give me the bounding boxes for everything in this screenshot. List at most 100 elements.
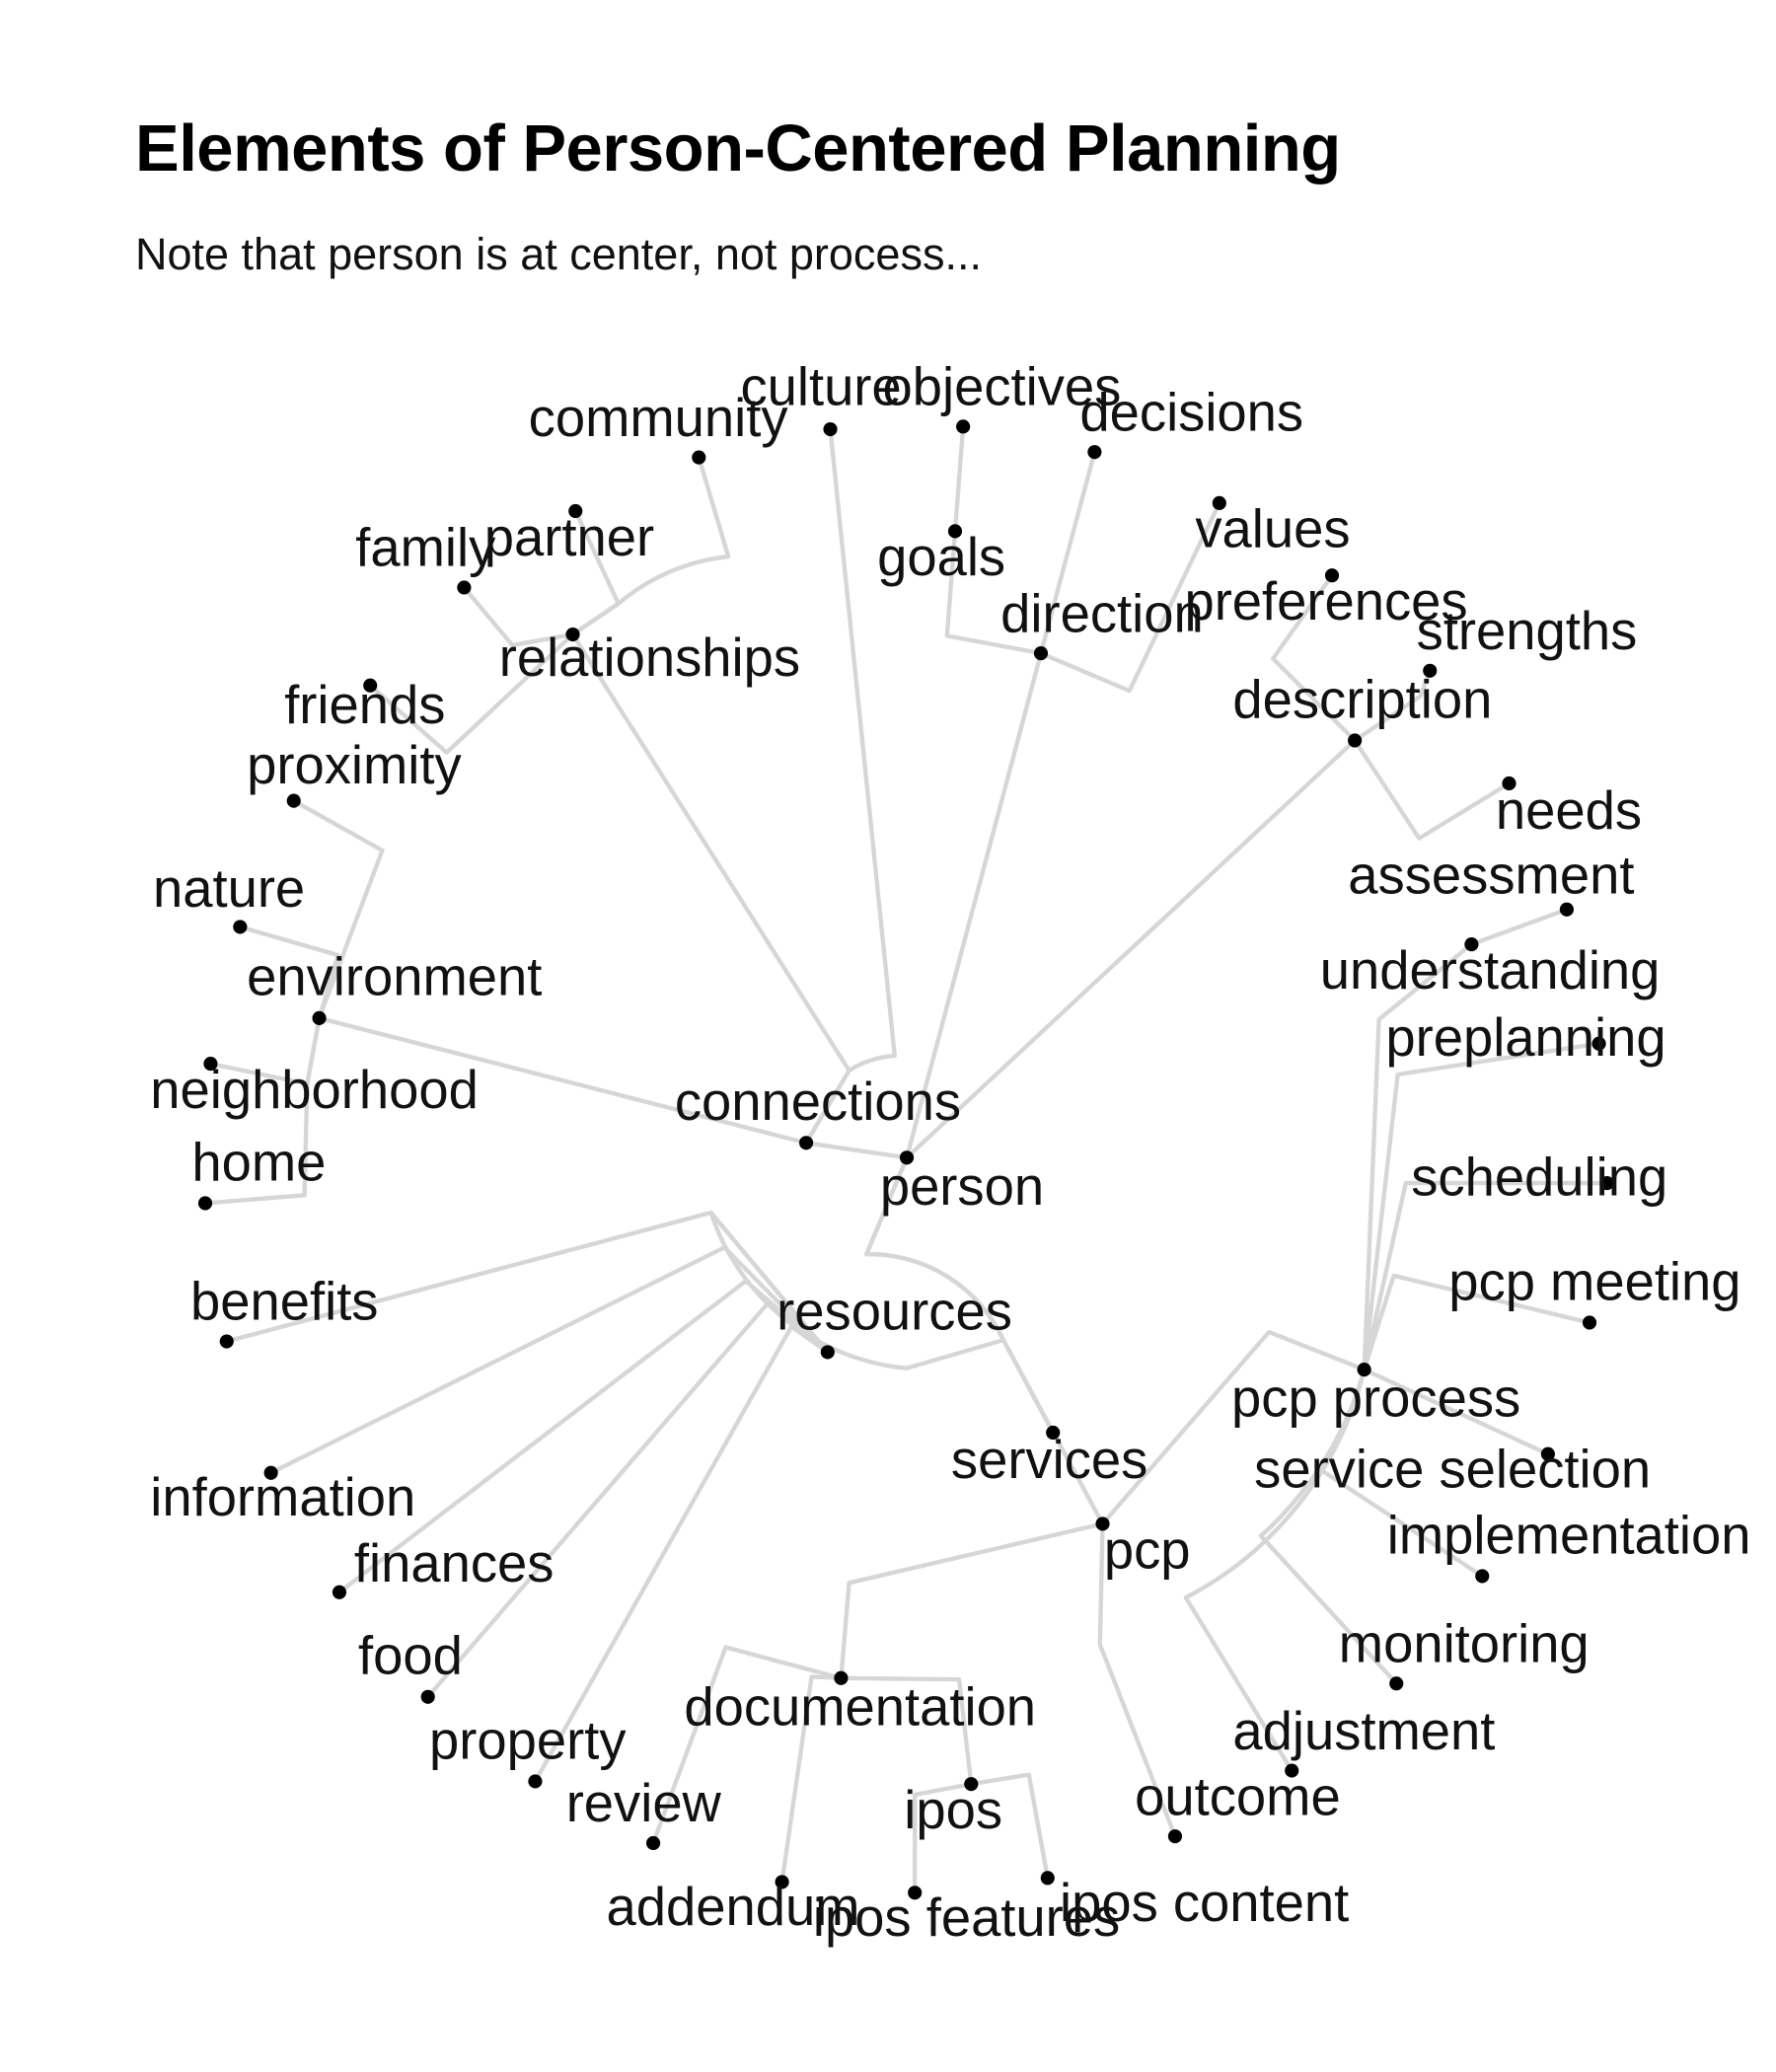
node-preplanning (1591, 1036, 1606, 1051)
label-relationships: relationships (499, 628, 800, 688)
label-objectives: objectives (883, 357, 1122, 417)
label-documentation: documentation (684, 1676, 1036, 1737)
node-documentation (834, 1670, 849, 1685)
label-assessment: assessment (1348, 845, 1634, 905)
node-scheduling (1599, 1176, 1614, 1191)
label-property: property (429, 1710, 627, 1770)
edge-relationships-11 (368, 632, 575, 755)
label-benefits: benefits (190, 1272, 378, 1332)
edge-description-19 (1271, 573, 1357, 742)
edge-pcp_process-36 (1363, 1368, 1549, 1456)
label-monitoring: monitoring (1339, 1613, 1590, 1673)
node-nature (233, 920, 248, 934)
node-direction (1033, 646, 1049, 661)
edge-documentation-40 (651, 1645, 842, 1844)
label-ipos-content: ipos content (1060, 1873, 1349, 1933)
node-pcp-process (1357, 1362, 1371, 1377)
label-adjustment: adjustment (1232, 1701, 1495, 1761)
edge-pcp_process-31 (1362, 942, 1473, 1370)
label-services: services (951, 1430, 1147, 1490)
label-ipos-features: ipos features (813, 1887, 1120, 1948)
node-pcp (1095, 1517, 1110, 1531)
node-preferences (1324, 568, 1340, 583)
node-person (899, 1150, 915, 1165)
label-description: description (1232, 669, 1492, 729)
label-partner: partner (484, 507, 654, 567)
node-decisions (1087, 445, 1102, 460)
label-outcome: outcome (1135, 1766, 1341, 1826)
edge-environment-12 (292, 798, 385, 1019)
label-direction: direction (1000, 583, 1204, 643)
node-neighborhood (203, 1057, 218, 1072)
edge-connections-6 (570, 632, 851, 1145)
node-monitoring (1389, 1676, 1404, 1691)
edge-person-4 (864, 1156, 1105, 1525)
node-culture (823, 421, 838, 437)
label-pcp-meeting: pcp meeting (1448, 1251, 1740, 1311)
edge-relationships-8 (571, 456, 731, 636)
node-pcp-meeting (1582, 1315, 1597, 1330)
node-property (528, 1774, 543, 1789)
diagram-subtitle: Note that person is at center, not proce… (135, 229, 982, 279)
label-neighborhood: neighborhood (150, 1060, 479, 1120)
edge-description-21 (1353, 739, 1511, 841)
tree-labels: person connections resources description dir… (150, 357, 1750, 1948)
node-implementation (1475, 1569, 1490, 1584)
label-friends: friends (284, 675, 445, 735)
edge-ipos-44 (970, 1772, 1050, 1879)
label-needs: needs (1496, 780, 1642, 841)
edge-pcp_process-35 (1362, 1273, 1591, 1370)
node-review (646, 1835, 661, 1851)
label-person: person (880, 1156, 1044, 1217)
node-addendum (775, 1875, 789, 1889)
node-benefits (219, 1334, 234, 1349)
label-information: information (150, 1467, 415, 1527)
label-scheduling: scheduling (1411, 1147, 1667, 1207)
edge-pcp-29 (839, 1521, 1104, 1678)
edge-connections-7 (319, 1015, 807, 1146)
edge-direction-17 (1038, 451, 1097, 654)
node-services (1046, 1425, 1061, 1441)
edge-ipos-43 (913, 1782, 972, 1893)
label-strengths: strengths (1417, 601, 1638, 661)
label-community: community (529, 388, 789, 448)
node-ipos-content (1040, 1871, 1055, 1886)
node-information (263, 1465, 278, 1480)
label-review: review (566, 1773, 722, 1833)
label-culture: culture (740, 357, 901, 417)
label-resources: resources (777, 1281, 1012, 1341)
tree-nodes (197, 419, 1614, 1900)
node-understanding (1464, 937, 1479, 952)
node-assessment (1559, 902, 1574, 917)
label-ipos: ipos (904, 1780, 1002, 1840)
node-resources (820, 1345, 835, 1360)
edge-relationships-9 (571, 510, 621, 636)
label-understanding: understanding (1320, 940, 1661, 1000)
node-family (457, 580, 472, 595)
label-connections: connections (675, 1072, 961, 1132)
edge-pcp_process-34 (1362, 1180, 1607, 1370)
edge-environment-13 (239, 925, 340, 1019)
node-ipos (964, 1777, 979, 1792)
label-values: values (1195, 499, 1350, 559)
edge-relationships-10 (462, 586, 573, 648)
node-relationships (565, 627, 580, 642)
node-objectives (956, 419, 971, 434)
tree-edges (204, 426, 1607, 1893)
label-addendum: addendum (607, 1877, 860, 1937)
node-proximity (286, 793, 301, 808)
node-connections (799, 1136, 814, 1150)
edge-person-3 (905, 738, 1357, 1159)
node-needs (1502, 776, 1517, 791)
edge-pcp-30 (1097, 1523, 1177, 1837)
edge-pcp_process-39 (1183, 1369, 1367, 1772)
label-pcp-process: pcp process (1231, 1369, 1520, 1429)
edge-understanding-32 (1470, 907, 1568, 947)
node-outcome (1167, 1829, 1183, 1844)
label-food: food (358, 1626, 463, 1686)
edge-documentation-42 (841, 1675, 974, 1785)
node-partner (568, 503, 583, 519)
label-family: family (355, 518, 496, 578)
label-preplanning: preplanning (1385, 1007, 1665, 1068)
